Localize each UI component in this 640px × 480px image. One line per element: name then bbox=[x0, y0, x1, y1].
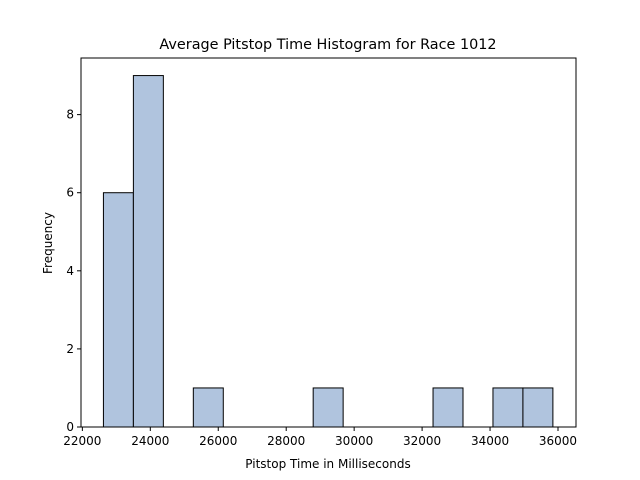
bar bbox=[132, 75, 164, 428]
x-tick-label: 36000 bbox=[539, 434, 577, 448]
y-tick-label: 2 bbox=[66, 342, 74, 356]
bar bbox=[312, 387, 344, 428]
x-tick-label: 28000 bbox=[267, 434, 305, 448]
x-axis-label: Pitstop Time in Milliseconds bbox=[245, 457, 410, 471]
x-tick-label: 30000 bbox=[335, 434, 373, 448]
y-tick-label: 0 bbox=[66, 420, 74, 434]
bar bbox=[192, 387, 224, 428]
bar bbox=[522, 387, 554, 428]
x-tick-label: 26000 bbox=[199, 434, 237, 448]
x-tick-label: 32000 bbox=[403, 434, 441, 448]
bar bbox=[432, 387, 464, 428]
chart-title: Average Pitstop Time Histogram for Race … bbox=[159, 37, 496, 53]
y-tick-label: 8 bbox=[66, 108, 74, 122]
plot-frame bbox=[80, 57, 577, 428]
bar bbox=[492, 387, 524, 428]
x-tick-label: 34000 bbox=[471, 434, 509, 448]
bar bbox=[102, 192, 134, 428]
y-tick-label: 6 bbox=[66, 186, 74, 200]
x-tick-label: 22000 bbox=[63, 434, 101, 448]
y-tick-label: 4 bbox=[66, 264, 74, 278]
y-axis-label: Frequency bbox=[41, 212, 55, 274]
x-tick-label: 24000 bbox=[131, 434, 169, 448]
